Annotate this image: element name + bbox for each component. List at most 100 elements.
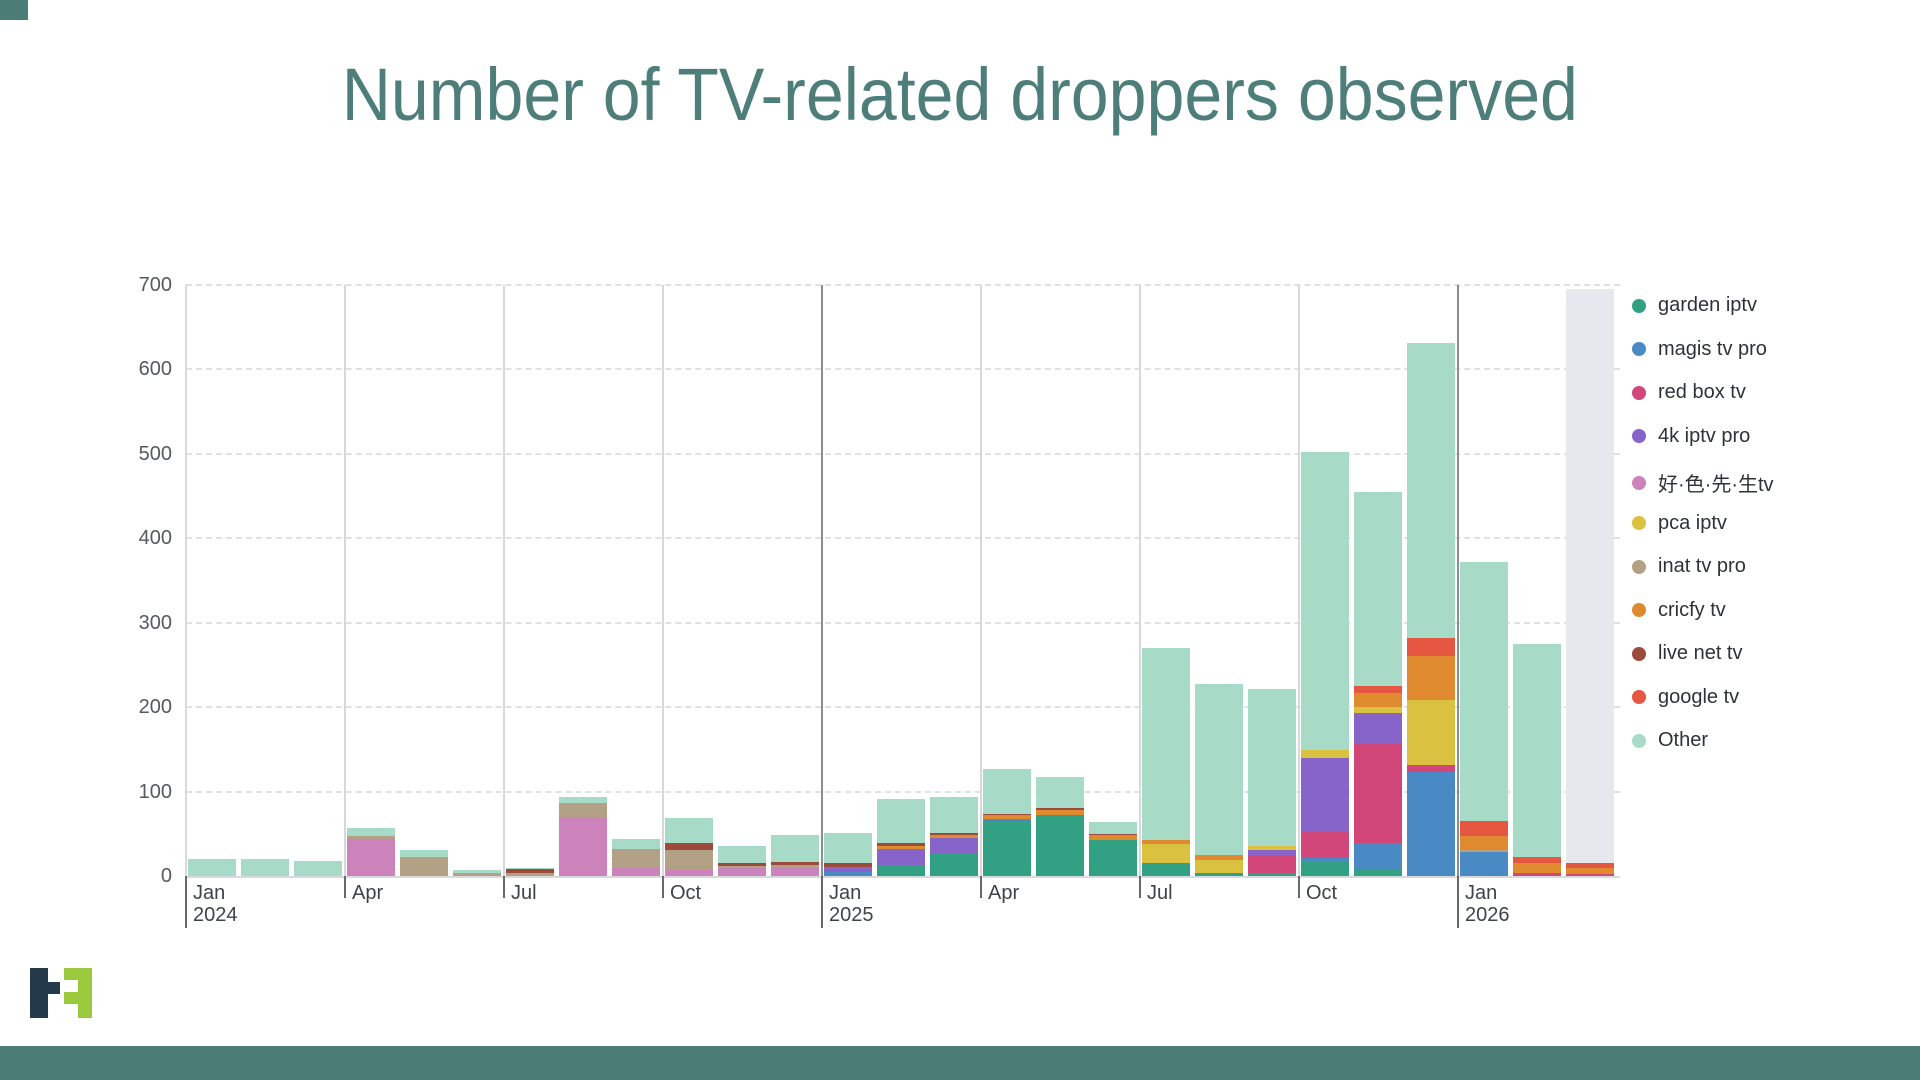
bar-seg-cricfy-tv[interactable]	[1460, 836, 1508, 850]
bar-mar-2026-partial[interactable]	[1566, 285, 1614, 876]
bar-seg-live-net-tv[interactable]	[877, 843, 925, 847]
bar-seg-Other[interactable]	[1036, 777, 1084, 809]
bar-seg-Other[interactable]	[1354, 491, 1402, 687]
bar-seg-cricfy-tv[interactable]	[877, 846, 925, 849]
bar-seg-garden-iptv[interactable]	[1089, 839, 1137, 876]
bar-seg-cricfy-tv[interactable]	[983, 815, 1031, 820]
bar-seg-red-box-tv[interactable]	[1301, 832, 1349, 859]
bar-nov-2025[interactable]	[1354, 285, 1402, 876]
bar-seg-inat-tv-pro[interactable]	[506, 872, 554, 876]
bar-seg-Other[interactable]	[1460, 561, 1508, 822]
bar-seg-google-tv[interactable]	[1407, 637, 1455, 656]
bar-seg-garden-iptv[interactable]	[1354, 869, 1402, 876]
bar-seg-Other[interactable]	[294, 860, 342, 876]
bar-seg-Other[interactable]	[1301, 452, 1349, 751]
legend-item-magis-tv-pro[interactable]: magis tv pro	[1632, 338, 1767, 361]
bar-seg-4k-iptv-pro[interactable]	[877, 848, 925, 865]
bar-seg-4k-iptv-pro[interactable]	[1354, 713, 1402, 745]
bar-oct-2025[interactable]	[1301, 285, 1349, 876]
bar-seg-cricfy-tv[interactable]	[1407, 655, 1455, 701]
bar-seg-red-box-tv[interactable]	[1248, 854, 1296, 874]
bar-seg-Other[interactable]	[1407, 343, 1455, 638]
bar-seg-garden-iptv[interactable]	[930, 853, 978, 876]
bar-seg-magis-tv-pro[interactable]	[1460, 852, 1508, 876]
bar-seg-magis-tv-pro[interactable]	[824, 871, 872, 876]
bar-seg-inat-tv-pro[interactable]	[665, 849, 713, 871]
legend-item-4k-iptv-pro[interactable]: 4k iptv pro	[1632, 425, 1750, 448]
bar-seg-inat-tv-pro[interactable]	[718, 865, 766, 869]
bar-aug-2024[interactable]	[559, 285, 607, 876]
bar-seg-Other[interactable]	[824, 832, 872, 864]
bar-mar-2025[interactable]	[930, 285, 978, 876]
bar-seg-garden-iptv[interactable]	[983, 821, 1031, 876]
bar-seg-garden-iptv[interactable]	[1195, 873, 1243, 876]
bar-seg-cricfy-tv[interactable]	[930, 835, 978, 838]
bar-seg-好·色·先·生tv[interactable]	[665, 870, 713, 876]
bar-seg-好·色·先·生tv[interactable]	[771, 867, 819, 876]
bar-seg-4k-iptv-pro[interactable]	[1248, 849, 1296, 855]
bar-seg-Other[interactable]	[1566, 289, 1614, 864]
bar-seg-live-net-tv[interactable]	[771, 861, 819, 866]
bar-seg-cricfy-tv[interactable]	[1142, 839, 1190, 844]
legend-item-好·色·先·生tv[interactable]: 好·色·先·生tv	[1632, 468, 1774, 497]
bar-jul-2024[interactable]	[506, 285, 554, 876]
bar-seg-magis-tv-pro[interactable]	[983, 819, 1031, 822]
bar-feb-2025[interactable]	[877, 285, 925, 876]
bar-sep-2024[interactable]	[612, 285, 660, 876]
bar-seg-live-net-tv[interactable]	[930, 832, 978, 836]
bar-seg-好·色·先·生tv[interactable]	[612, 867, 660, 876]
bar-jun-2024[interactable]	[453, 285, 501, 876]
bar-seg-pca-iptv[interactable]	[1301, 750, 1349, 758]
bar-jan-2026[interactable]	[1460, 285, 1508, 876]
bar-seg-好·色·先·生tv[interactable]	[559, 816, 607, 876]
bar-seg-Other[interactable]	[930, 796, 978, 833]
bar-seg-cricfy-tv[interactable]	[1036, 810, 1084, 816]
bar-seg-pca-iptv[interactable]	[1195, 859, 1243, 874]
bar-sep-2025[interactable]	[1248, 285, 1296, 876]
bar-seg-live-net-tv[interactable]	[665, 843, 713, 850]
bar-seg-live-net-tv[interactable]	[824, 863, 872, 867]
bar-seg-inat-tv-pro[interactable]	[400, 857, 448, 876]
bar-seg-garden-iptv[interactable]	[877, 865, 925, 876]
bar-seg-google-tv[interactable]	[1513, 856, 1561, 864]
legend-item-Other[interactable]: Other	[1632, 729, 1708, 752]
bar-seg-magis-tv-pro[interactable]	[1301, 858, 1349, 862]
bar-aug-2025[interactable]	[1195, 285, 1243, 876]
bar-seg-Other[interactable]	[347, 827, 395, 837]
bar-oct-2024[interactable]	[665, 285, 713, 876]
bar-seg-Other[interactable]	[877, 799, 925, 844]
bar-seg-garden-iptv[interactable]	[1301, 861, 1349, 876]
legend-item-red-box-tv[interactable]: red box tv	[1632, 381, 1746, 404]
bar-seg-4k-iptv-pro[interactable]	[1301, 757, 1349, 833]
bar-seg-cricfy-tv[interactable]	[1354, 692, 1402, 708]
bar-jun-2025[interactable]	[1089, 285, 1137, 876]
bar-seg-好·色·先·生tv[interactable]	[718, 868, 766, 876]
bar-jan-2024[interactable]	[188, 285, 236, 876]
bar-seg-好·色·先·生tv[interactable]	[347, 838, 395, 876]
bar-seg-cricfy-tv[interactable]	[1513, 863, 1561, 874]
bar-jan-2025[interactable]	[824, 285, 872, 876]
legend-item-garden-iptv[interactable]: garden iptv	[1632, 294, 1757, 317]
bar-seg-Other[interactable]	[453, 870, 501, 873]
bar-seg-4k-iptv-pro[interactable]	[824, 866, 872, 872]
bar-seg-live-net-tv[interactable]	[506, 868, 554, 873]
bar-seg-inat-tv-pro[interactable]	[347, 836, 395, 839]
bar-may-2024[interactable]	[400, 285, 448, 876]
bar-seg-Other[interactable]	[983, 768, 1031, 814]
bar-seg-magis-tv-pro[interactable]	[1354, 843, 1402, 870]
legend-item-pca-iptv[interactable]: pca iptv	[1632, 512, 1727, 535]
bar-mar-2024[interactable]	[294, 285, 342, 876]
bar-seg-Other[interactable]	[612, 838, 660, 849]
bar-seg-garden-iptv[interactable]	[1248, 873, 1296, 876]
bar-seg-garden-iptv[interactable]	[1036, 815, 1084, 876]
bar-seg-Other[interactable]	[718, 846, 766, 864]
bar-seg-live-net-tv[interactable]	[983, 813, 1031, 816]
bar-seg-red-box-tv[interactable]	[1407, 765, 1455, 773]
bar-seg-cricfy-tv[interactable]	[1566, 867, 1614, 875]
bar-may-2025[interactable]	[1036, 285, 1084, 876]
bar-seg-live-net-tv[interactable]	[1036, 808, 1084, 811]
bar-seg-red-box-tv[interactable]	[1566, 874, 1614, 876]
bar-seg-inat-tv-pro[interactable]	[559, 803, 607, 817]
bar-seg-Other[interactable]	[400, 849, 448, 858]
bar-seg-red-box-tv[interactable]	[1354, 744, 1402, 844]
